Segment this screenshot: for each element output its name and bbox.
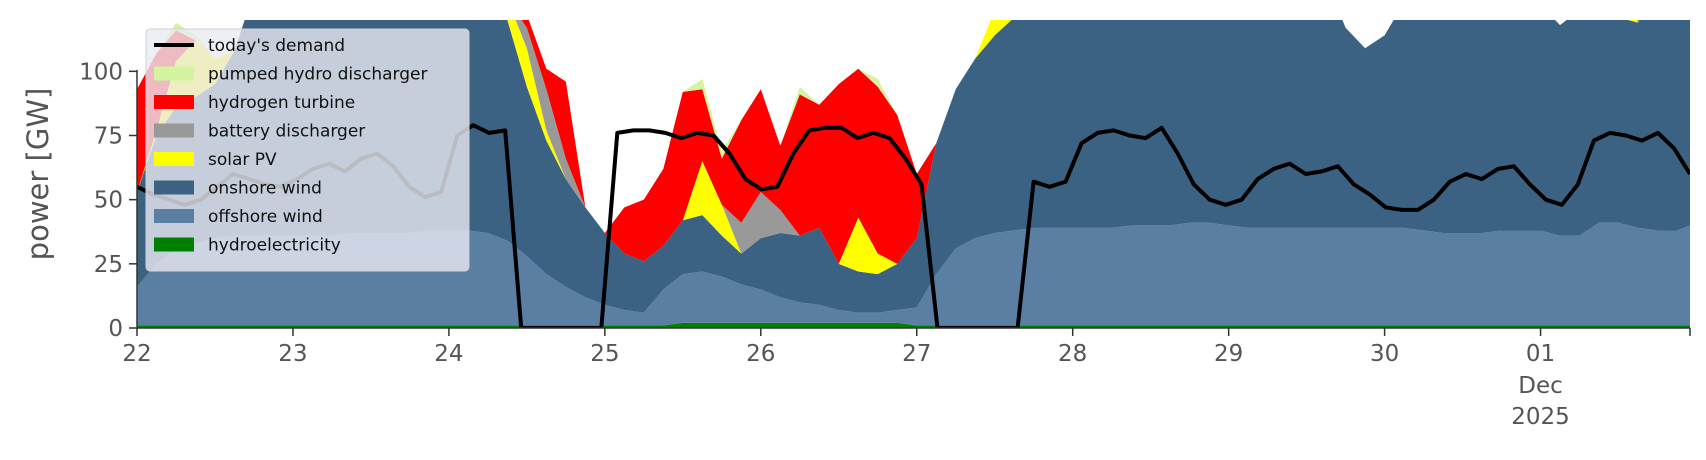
- y-tick-label: 50: [94, 188, 123, 214]
- axes: 0 25 50 75 100 22 23 24 25 26 27 28 29 30 01 Dec 2025: [79, 59, 1691, 430]
- legend-label-today-s-demand: today's demand: [208, 36, 345, 56]
- y-tick-label: 0: [108, 316, 123, 342]
- x-tick-label: 27: [902, 341, 931, 367]
- x-tick-label: 23: [278, 341, 307, 367]
- x-tick-label: 26: [746, 341, 775, 367]
- legend-label-hydroelectricity: hydroelectricity: [208, 236, 341, 256]
- legend-swatch-offshore-wind: [154, 209, 194, 223]
- x-tick-label: 25: [590, 341, 619, 367]
- legend-label-pumped-hydro-discharger: pumped hydro discharger: [208, 65, 427, 85]
- legend-swatch-onshore-wind: [154, 180, 194, 195]
- legend-swatch-pumped-hydro-discharger: [154, 66, 194, 81]
- area-offshore-wind: [137, 222, 1690, 326]
- legend-label-onshore-wind: onshore wind: [208, 179, 322, 199]
- x-tick-month: Dec: [1518, 373, 1563, 399]
- legend-swatch-battery-discharger: [154, 123, 194, 138]
- y-tick-label: 75: [94, 124, 123, 150]
- y-tick-label: 100: [79, 59, 123, 85]
- legend-label-solar-pv: solar PV: [208, 150, 277, 170]
- legend-label-offshore-wind: offshore wind: [208, 207, 323, 227]
- legend-swatch-hydroelectricity: [154, 237, 194, 252]
- y-tick-label: 25: [94, 252, 123, 278]
- x-tick-label: 30: [1370, 341, 1399, 367]
- x-tick-label: 28: [1058, 341, 1087, 367]
- x-tick-year: 2025: [1511, 404, 1570, 430]
- x-tick-label: 24: [434, 341, 463, 367]
- x-tick-label: 01: [1526, 341, 1555, 367]
- legend-label-hydrogen-turbine: hydrogen turbine: [208, 93, 355, 113]
- legend-label-battery-discharger: battery discharger: [208, 122, 365, 142]
- area-hydrogen-turbine: [137, 20, 1567, 264]
- y-axis-title: power [GW]: [21, 88, 55, 261]
- area-onshore-wind: [137, 20, 1690, 313]
- legend-swatch-solar-pv: [154, 152, 194, 166]
- legend-box: [145, 28, 470, 272]
- x-tick-label: 29: [1214, 341, 1243, 367]
- x-tick-label: 22: [122, 341, 151, 367]
- legend-swatch-hydrogen-turbine: [154, 95, 194, 109]
- legend: today's demand pumped hydro discharger hyd…: [145, 28, 470, 272]
